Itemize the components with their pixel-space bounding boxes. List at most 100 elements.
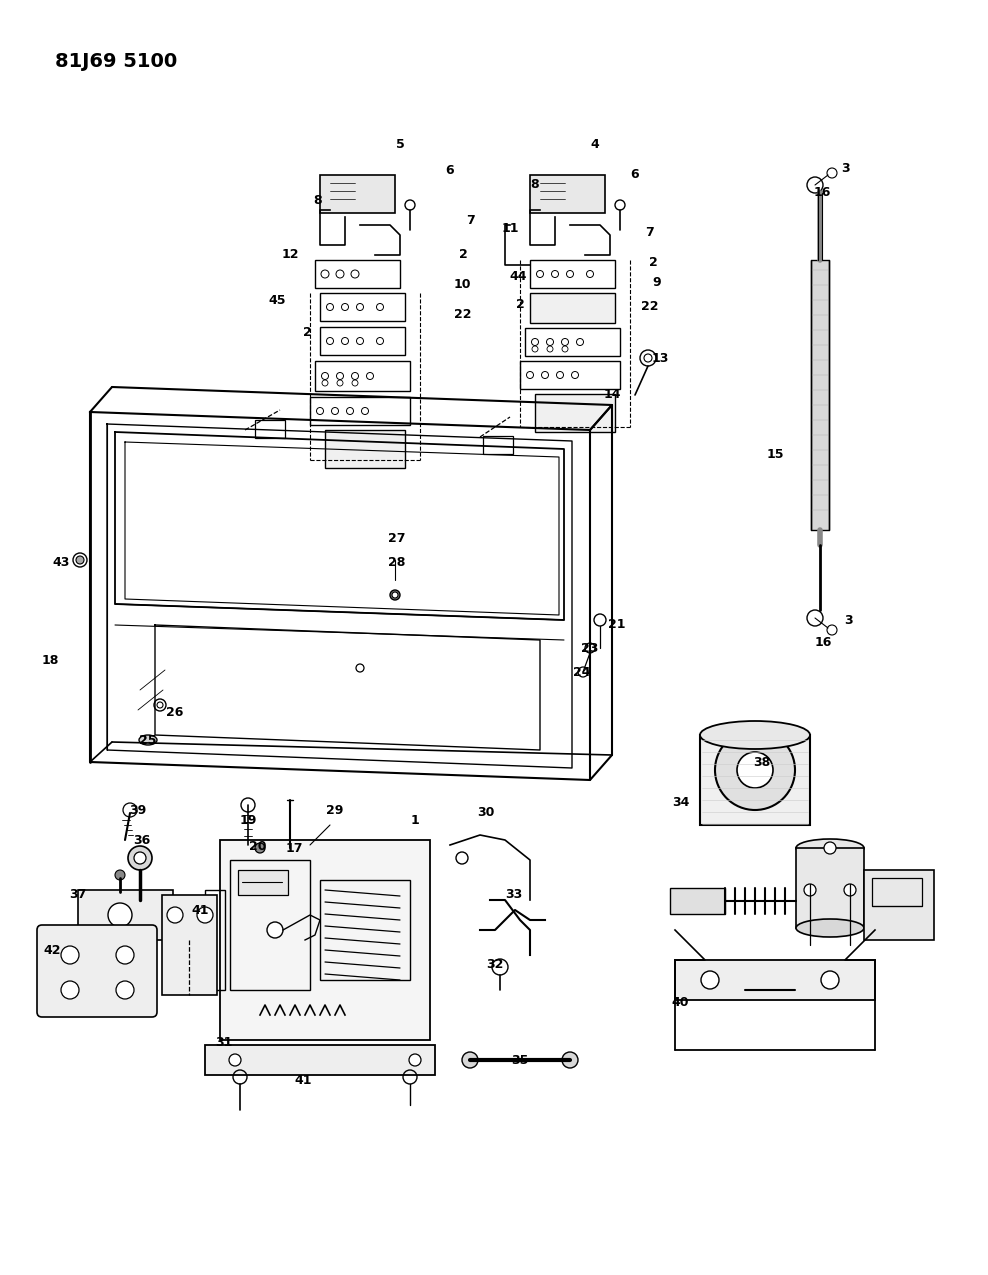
Bar: [811, 260, 829, 530]
Text: 38: 38: [754, 756, 771, 769]
Text: 2: 2: [649, 255, 657, 269]
Circle shape: [116, 946, 134, 964]
Bar: [700, 734, 810, 825]
Text: 43: 43: [52, 556, 70, 569]
Bar: [220, 840, 430, 1040]
Circle shape: [167, 907, 183, 923]
Text: 30: 30: [477, 806, 495, 819]
Text: 3: 3: [841, 162, 850, 175]
Circle shape: [116, 980, 134, 1000]
Bar: [530, 260, 615, 288]
Bar: [530, 175, 605, 213]
Text: 25: 25: [139, 733, 157, 746]
Text: 28: 28: [388, 556, 406, 570]
Text: 13: 13: [651, 352, 669, 365]
Bar: [320, 293, 405, 321]
Bar: [315, 260, 400, 288]
Circle shape: [61, 946, 79, 964]
Bar: [315, 361, 410, 391]
Text: 24: 24: [573, 667, 591, 680]
Text: 26: 26: [166, 705, 184, 719]
Bar: [796, 848, 864, 928]
Bar: [205, 890, 225, 989]
Circle shape: [134, 852, 146, 864]
Text: 21: 21: [609, 618, 625, 631]
Circle shape: [197, 907, 213, 923]
Bar: [310, 397, 410, 425]
Text: 8: 8: [313, 194, 322, 207]
Bar: [205, 1046, 435, 1075]
Text: 6: 6: [446, 163, 454, 176]
Circle shape: [61, 980, 79, 1000]
Bar: [320, 175, 395, 213]
Circle shape: [821, 972, 839, 989]
Circle shape: [562, 1052, 578, 1068]
Ellipse shape: [700, 720, 810, 748]
Circle shape: [462, 1052, 478, 1068]
Text: 16: 16: [814, 636, 832, 649]
Bar: [525, 328, 620, 356]
Bar: [483, 436, 513, 454]
Text: 37: 37: [69, 889, 87, 901]
Circle shape: [76, 556, 84, 564]
Text: 32: 32: [486, 959, 504, 972]
Text: 7: 7: [465, 213, 474, 227]
Bar: [162, 895, 217, 994]
Text: 41: 41: [192, 904, 208, 917]
Text: 14: 14: [604, 389, 620, 402]
Bar: [675, 960, 875, 1000]
Text: 17: 17: [286, 842, 302, 854]
Text: 4: 4: [591, 139, 600, 152]
Circle shape: [267, 922, 283, 938]
Text: 2: 2: [458, 249, 467, 261]
Text: 20: 20: [249, 840, 267, 853]
Text: 34: 34: [672, 797, 690, 810]
Text: 35: 35: [512, 1053, 529, 1066]
Bar: [670, 887, 725, 914]
Bar: [864, 870, 934, 940]
Circle shape: [390, 590, 400, 601]
Circle shape: [115, 870, 125, 880]
Text: 19: 19: [239, 813, 257, 826]
Circle shape: [701, 972, 719, 989]
Circle shape: [737, 752, 773, 788]
Bar: [78, 890, 173, 940]
Circle shape: [128, 847, 152, 870]
Text: 41: 41: [294, 1074, 312, 1086]
Text: 10: 10: [453, 278, 470, 292]
Text: 15: 15: [767, 449, 783, 462]
Bar: [320, 880, 410, 980]
Circle shape: [824, 842, 836, 854]
Text: 45: 45: [269, 293, 286, 306]
Text: 12: 12: [282, 249, 298, 261]
FancyBboxPatch shape: [37, 924, 157, 1017]
Bar: [535, 394, 615, 432]
Text: 9: 9: [653, 277, 661, 289]
Bar: [325, 430, 405, 468]
Circle shape: [715, 731, 795, 810]
Circle shape: [804, 884, 816, 896]
Bar: [872, 878, 922, 907]
Text: 39: 39: [129, 803, 146, 816]
Ellipse shape: [796, 919, 864, 937]
Text: 1: 1: [411, 813, 419, 826]
Text: 36: 36: [133, 834, 150, 847]
Circle shape: [409, 1054, 421, 1066]
Text: 22: 22: [454, 309, 471, 321]
Text: 23: 23: [581, 641, 599, 654]
Text: 22: 22: [641, 301, 659, 314]
Text: 11: 11: [501, 222, 519, 235]
Bar: [320, 326, 405, 354]
Circle shape: [844, 884, 856, 896]
Bar: [230, 861, 310, 989]
Text: 8: 8: [531, 179, 539, 191]
Text: 29: 29: [326, 803, 344, 816]
Bar: [238, 870, 288, 895]
Circle shape: [392, 592, 398, 598]
Text: 5: 5: [395, 139, 404, 152]
Circle shape: [229, 1054, 241, 1066]
Text: 81J69 5100: 81J69 5100: [55, 52, 177, 71]
Text: 18: 18: [41, 654, 58, 667]
Text: 40: 40: [671, 997, 689, 1010]
Text: 3: 3: [844, 613, 853, 626]
